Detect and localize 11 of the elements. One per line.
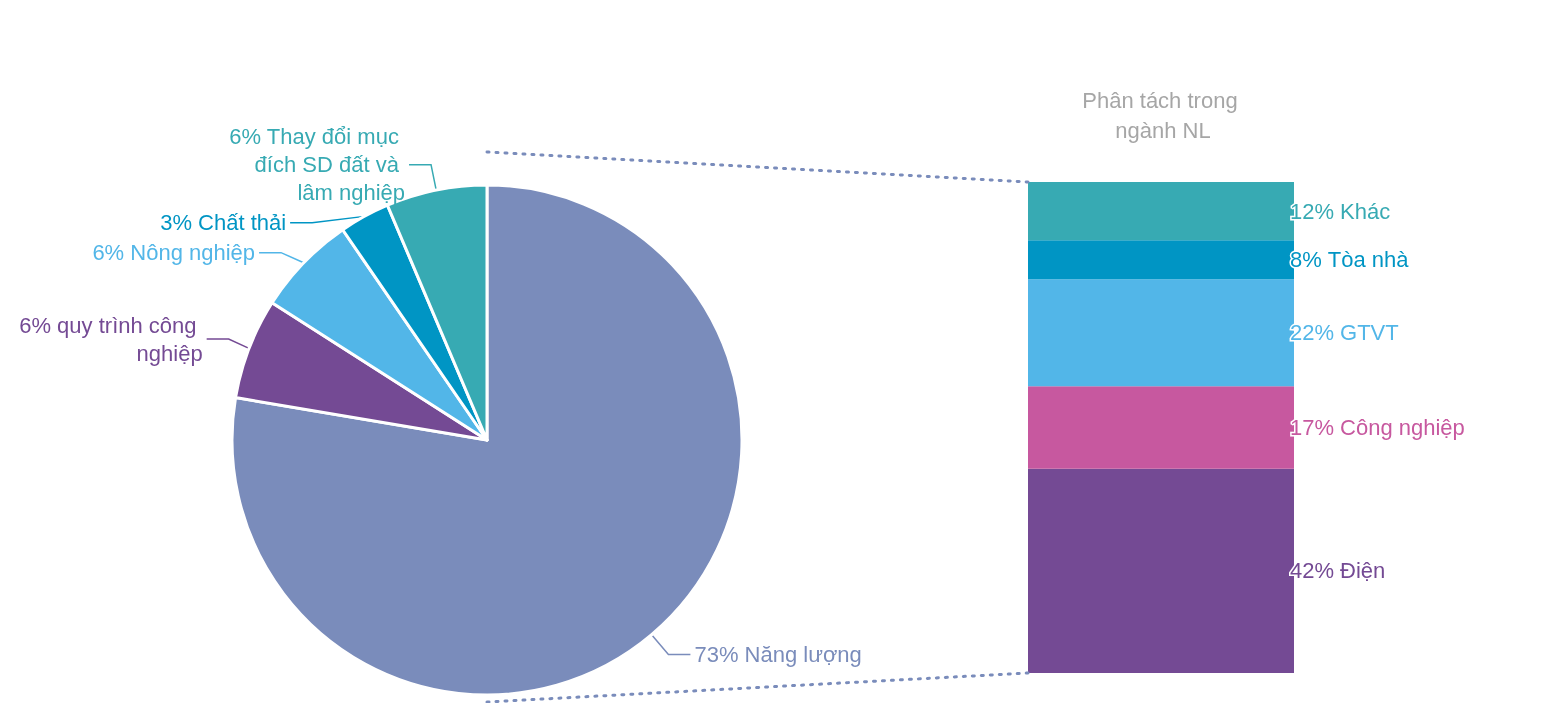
slice-label: 3% Chất thải: [160, 210, 287, 236]
text: Công nghiệp: [1340, 415, 1465, 440]
chart-title: Phân tách trong ngành NL: [1082, 87, 1244, 143]
text: Điện: [1340, 558, 1386, 584]
series-label: Tòa nhà: [1327, 247, 1410, 273]
text: Khác: [1340, 198, 1391, 224]
slice-label: 6% Nông nghiệp: [92, 240, 256, 266]
slice-label: 6% Thay đổi mục đích SD đất và lâm nghiệp: [229, 124, 406, 206]
text: GTVT: [1340, 320, 1399, 346]
slice-label: 6% quy trình công nghiệp: [19, 312, 203, 366]
slice-label: 73% Năng lượng: [694, 642, 862, 668]
